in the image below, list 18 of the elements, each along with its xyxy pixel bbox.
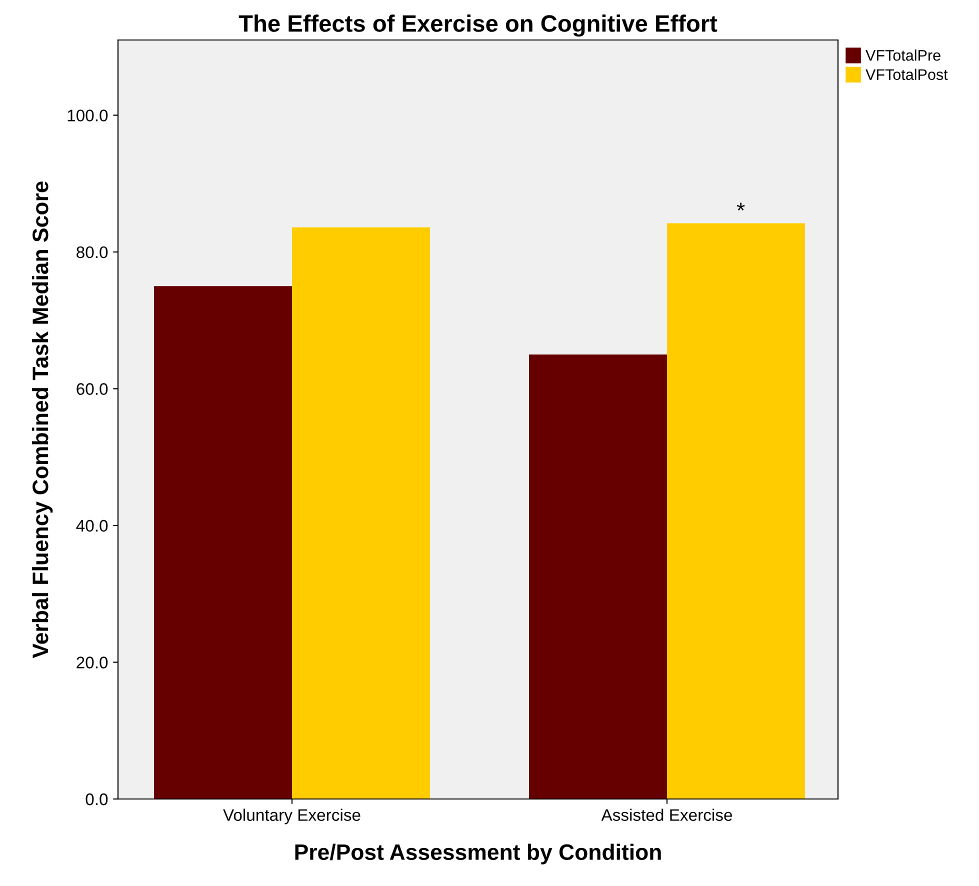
y-tick-label: 40.0 (76, 520, 108, 532)
bar (292, 227, 430, 799)
x-tick-label: Voluntary Exercise (223, 808, 360, 824)
x-axis-title: Pre/Post Assessment by Condition (295, 844, 661, 864)
legend-label: VFTotalPost (866, 68, 948, 80)
x-tick-label: Assisted Exercise (601, 808, 732, 821)
y-tick-label: 20.0 (76, 656, 108, 668)
legend-label: VFTotalPre (866, 50, 940, 61)
chart-title: The Effects of Exercise on Cognitive Effort (238, 14, 718, 37)
bar (529, 354, 667, 799)
bar (154, 286, 292, 799)
y-tick-label: 0.0 (86, 793, 108, 806)
y-tick-label: 60.0 (76, 383, 108, 395)
y-tick-label: 100.0 (68, 110, 108, 122)
y-axis-title: Verbal Fluency Combined Task Median Score (32, 181, 53, 658)
bar (667, 223, 805, 799)
annotation: * (736, 202, 745, 211)
y-tick-label: 80.0 (76, 246, 108, 258)
